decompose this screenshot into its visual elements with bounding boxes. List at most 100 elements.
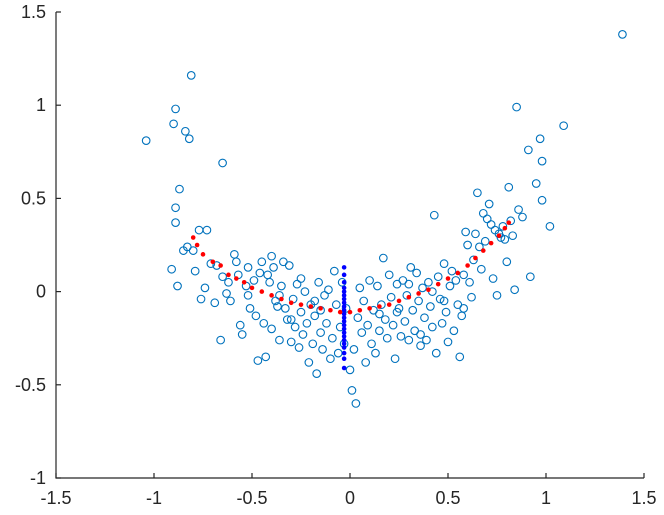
series-1-point-133 bbox=[431, 348, 441, 358]
series-2-point-4 bbox=[210, 259, 216, 265]
series-1-point-41 bbox=[245, 304, 255, 313]
series-1-point-72 bbox=[310, 311, 320, 321]
series-1-point-98 bbox=[363, 320, 372, 330]
series-3-point-15 bbox=[341, 326, 347, 332]
y-tick-label: 0.5 bbox=[21, 188, 46, 208]
series-1-point-132 bbox=[429, 210, 439, 220]
series-1-point-175 bbox=[518, 212, 527, 222]
series-2-point-6 bbox=[226, 272, 231, 278]
series-1-point-167 bbox=[498, 222, 508, 231]
x-tick-label: -1.5 bbox=[40, 488, 71, 508]
series-1-point-140 bbox=[445, 281, 455, 291]
series-1-point-117 bbox=[400, 317, 410, 326]
y-tick-label: 1.5 bbox=[21, 2, 46, 22]
series-1-point-169 bbox=[502, 257, 512, 267]
series-1-point-195 bbox=[267, 324, 276, 334]
series-1-point-43 bbox=[251, 311, 261, 321]
series-1-point-190 bbox=[459, 304, 469, 313]
x-tick-label: 0 bbox=[345, 488, 355, 508]
series-1-point-33 bbox=[226, 296, 235, 306]
series-1-point-179 bbox=[545, 222, 555, 231]
series-2-point-27 bbox=[426, 287, 431, 293]
series-1-point-27 bbox=[206, 259, 216, 268]
series-1-point-134 bbox=[433, 272, 443, 282]
series-1-point-68 bbox=[302, 318, 312, 328]
series-1-point-77 bbox=[320, 290, 329, 300]
series-1-point-22 bbox=[167, 264, 176, 274]
series-1-point-54 bbox=[275, 335, 284, 345]
series-1-point-146 bbox=[457, 311, 467, 321]
series-1-point-150 bbox=[465, 277, 474, 287]
series-3-point-16 bbox=[341, 330, 347, 335]
series-1-point-2 bbox=[186, 71, 196, 80]
series-1-point-168 bbox=[500, 235, 510, 244]
series-1-point-102 bbox=[371, 348, 380, 358]
series-1-point-126 bbox=[418, 283, 427, 293]
series-1-point-138 bbox=[441, 307, 451, 317]
series-3-point-8 bbox=[341, 300, 347, 306]
x-tick-label: 0.5 bbox=[435, 488, 460, 508]
series-3-point-22 bbox=[341, 356, 347, 362]
series-1-point-111 bbox=[388, 320, 398, 330]
series-1-point-107 bbox=[380, 315, 390, 324]
series-3-point-18 bbox=[341, 337, 347, 343]
series-1-point-170 bbox=[504, 182, 514, 192]
series-1-point-192 bbox=[310, 296, 320, 306]
series-1-point-159 bbox=[482, 214, 492, 224]
series-2-point-13 bbox=[288, 300, 294, 306]
series-2-point-3 bbox=[200, 252, 206, 257]
series-1-point-9 bbox=[535, 134, 545, 144]
series-1-point-173 bbox=[510, 285, 519, 295]
series-1-point-171 bbox=[506, 216, 516, 226]
series-2-point-23 bbox=[386, 302, 392, 307]
series-1-point-81 bbox=[328, 333, 337, 343]
series-3-point-1 bbox=[341, 265, 347, 270]
series-1-point-157 bbox=[478, 208, 488, 218]
series-1-point-127 bbox=[420, 313, 429, 323]
series-1-point-118 bbox=[402, 290, 412, 300]
series-3-point-9 bbox=[341, 304, 347, 309]
series-2-point-37 bbox=[506, 220, 512, 225]
series-1-point-121 bbox=[408, 305, 418, 315]
series-1-point-89 bbox=[345, 365, 355, 375]
series-1-point-172 bbox=[508, 231, 518, 241]
series-1-point-123 bbox=[412, 268, 421, 278]
series-1-point-3 bbox=[171, 104, 180, 114]
series-2 bbox=[190, 220, 512, 315]
series-1-point-49 bbox=[265, 277, 274, 287]
series-1-point-193 bbox=[392, 307, 402, 317]
series-1-point-109 bbox=[384, 270, 394, 280]
series-1-point-152 bbox=[469, 255, 478, 265]
series-3-point-17 bbox=[341, 334, 347, 339]
series-1 bbox=[141, 30, 627, 408]
series-1-point-11 bbox=[524, 145, 533, 155]
series-3-point-6 bbox=[341, 293, 347, 298]
series-1-point-93 bbox=[353, 313, 363, 323]
x-tick-label: -0.5 bbox=[236, 488, 267, 508]
series-1-point-162 bbox=[488, 274, 498, 283]
series-1-point-194 bbox=[416, 341, 425, 351]
series-1-point-160 bbox=[484, 199, 494, 209]
y-axis-ticks: -1 -0.5 0 0.5 1 1.5 bbox=[15, 2, 61, 488]
series-1-point-69 bbox=[304, 358, 314, 367]
series-1-point-24 bbox=[190, 266, 200, 276]
series-1-point-124 bbox=[414, 296, 423, 306]
series-2-point-1 bbox=[190, 235, 196, 240]
series-2-point-33 bbox=[480, 248, 486, 253]
series-3-point-7 bbox=[341, 296, 347, 302]
series-1-point-96 bbox=[359, 296, 369, 306]
series-1-point-40 bbox=[243, 263, 253, 272]
series-1-point-63 bbox=[292, 279, 302, 289]
series-1-point-105 bbox=[377, 300, 386, 309]
series-1-point-79 bbox=[324, 285, 333, 295]
series-1-point-67 bbox=[300, 287, 310, 296]
y-tick-label: 0 bbox=[36, 282, 46, 302]
series-1-point-66 bbox=[298, 330, 308, 339]
series-1-point-83 bbox=[331, 300, 341, 309]
series-1-point-148 bbox=[461, 227, 470, 237]
series-1-point-104 bbox=[375, 326, 384, 336]
series-1-point-151 bbox=[467, 292, 476, 302]
series-1-point-38 bbox=[237, 330, 247, 339]
series-1-point-84 bbox=[333, 348, 343, 358]
